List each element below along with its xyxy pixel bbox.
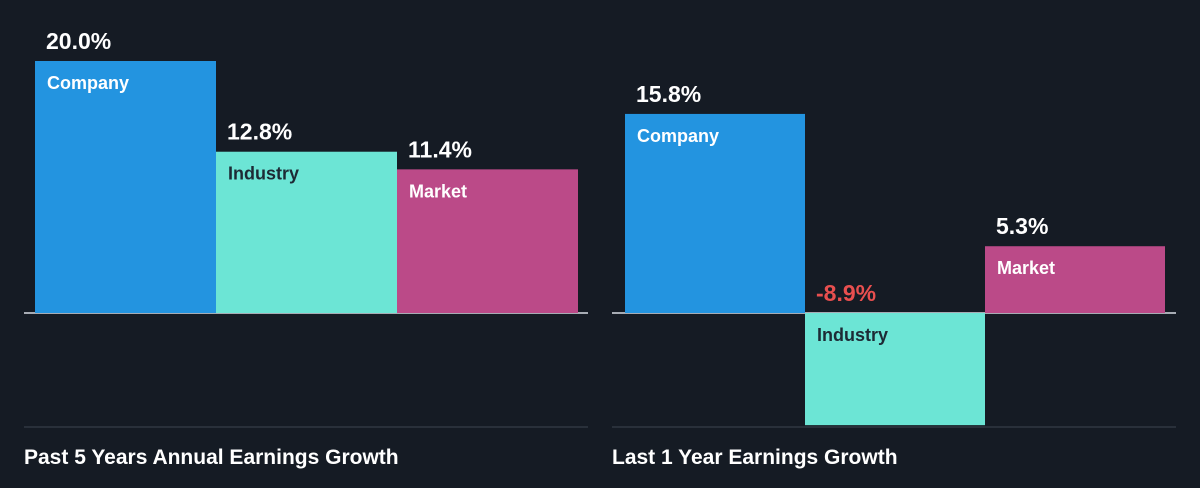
bar-company [35, 61, 216, 313]
category-label-industry: Industry [817, 325, 888, 345]
category-label-market: Market [409, 181, 467, 201]
value-label-market: 5.3% [996, 213, 1048, 239]
value-label-industry: 12.8% [227, 119, 292, 145]
category-label-company: Company [47, 73, 129, 93]
value-label-company: 15.8% [636, 81, 701, 107]
chart-past-5-years: 20.0% Company 12.8% Industry 11.4% Market Pas… [24, 28, 588, 469]
bar-industry [216, 151, 397, 313]
value-label-company: 20.0% [46, 28, 111, 54]
chart-title: Past 5 Years Annual Earnings Growth [24, 446, 399, 469]
bar-market [397, 169, 578, 313]
bar-company [625, 113, 805, 313]
value-label-market: 11.4% [408, 136, 472, 162]
value-label-industry: -8.9% [816, 280, 876, 306]
chart-title: Last 1 Year Earnings Growth [612, 446, 898, 469]
bar-group: 15.8% Company -8.9% Industry 5.3% Market [625, 81, 1165, 426]
bar-industry [805, 313, 985, 426]
category-label-market: Market [997, 258, 1055, 278]
chart-last-1-year: 15.8% Company -8.9% Industry 5.3% Market Last… [612, 81, 1176, 469]
bar-group: 20.0% Company 12.8% Industry 11.4% Market [35, 28, 578, 313]
bar-market [985, 246, 1165, 313]
category-label-industry: Industry [228, 164, 299, 184]
category-label-company: Company [637, 126, 719, 146]
